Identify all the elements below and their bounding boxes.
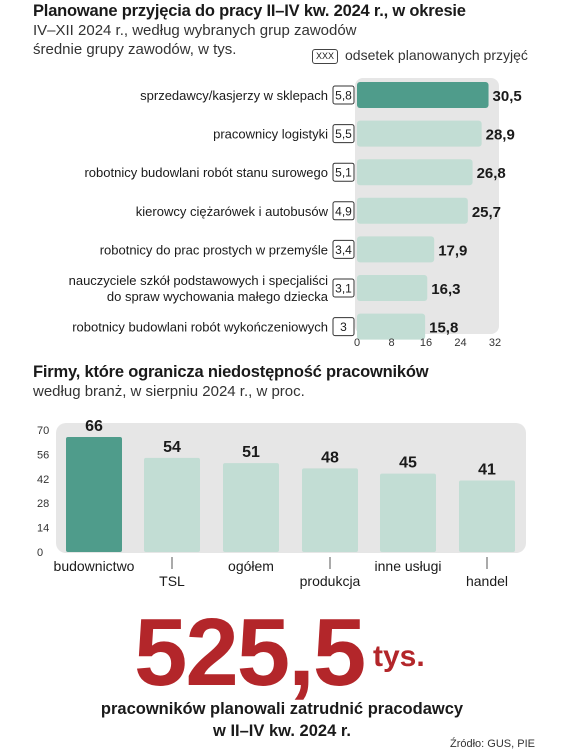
category-label: do spraw wychowania małego dziecka <box>107 289 329 304</box>
bar-value-label: 16,3 <box>431 281 460 298</box>
share-label: 5,5 <box>335 127 352 141</box>
bar-value-label: 15,8 <box>429 320 458 337</box>
bar <box>357 275 428 301</box>
share-box <box>332 124 355 144</box>
bar-value-label: 17,9 <box>438 242 467 259</box>
category-label: ogółem <box>228 558 274 574</box>
share-label: 5,1 <box>335 166 352 180</box>
bar-value-label: 45 <box>399 455 417 472</box>
bar <box>357 313 426 340</box>
bar <box>380 473 436 552</box>
bar-value-label: 66 <box>85 418 103 435</box>
share-box <box>332 317 355 337</box>
bar-value-label: 41 <box>478 462 496 479</box>
share-box <box>332 278 355 298</box>
top-chart-subtitle-1: IV–XII 2024 r., według wybranych grup za… <box>33 22 357 39</box>
category-label: inne usługi <box>375 558 442 574</box>
share-label: 4,9 <box>335 204 352 218</box>
big-number-unit: tys. <box>373 640 425 673</box>
big-number: 525,5 <box>134 599 366 706</box>
y-tick-label: 0 <box>37 547 43 559</box>
bar-value-label: 25,7 <box>472 204 501 221</box>
bar <box>302 468 358 552</box>
bar-value-label: 30,5 <box>493 88 522 105</box>
category-label: budownictwo <box>54 558 135 574</box>
share-label: 3 <box>340 320 347 334</box>
legend-text: odsetek planowanych przyjęć <box>345 47 528 63</box>
y-tick-label: 14 <box>37 523 49 535</box>
top-bar-chart: 30,5 5,8 sprzedawcy/kasjerzy w sklepach 28,… <box>69 78 522 349</box>
share-box <box>332 162 355 182</box>
bottom-chart-title: Firmy, które ogranicza niedostępność pra… <box>33 363 429 381</box>
bar <box>357 236 435 263</box>
share-box <box>332 85 355 105</box>
caption-line-2: w II–IV kw. 2024 r. <box>213 722 351 740</box>
x-tick-label: 24 <box>454 337 466 349</box>
bar-value-label: 48 <box>321 449 339 466</box>
bar <box>357 82 489 108</box>
top-chart-title: Planowane przyjęcia do pracy II–IV kw. 2… <box>33 2 466 20</box>
share-label: 3,4 <box>335 243 352 257</box>
category-label: robotnicy budowlani robót stanu surowego <box>84 165 328 180</box>
legend-box: XXX <box>312 49 339 64</box>
share-box <box>332 201 355 221</box>
category-label: robotnicy do prac prostych w przemyśle <box>100 242 328 257</box>
bottom-chart-subtitle: według branż, w sierpniu 2024 r., w proc… <box>33 383 305 400</box>
x-tick-label: 0 <box>354 337 360 349</box>
bar <box>357 120 482 147</box>
x-tick-label: 32 <box>489 337 501 349</box>
bar <box>223 463 279 552</box>
category-label: TSL <box>159 573 185 589</box>
y-tick-label: 42 <box>37 474 49 486</box>
category-label: robotnicy budowlani robót wykończeniowyc… <box>72 320 328 335</box>
y-tick-label: 70 <box>37 425 49 437</box>
source-note: Źródło: GUS, PIE <box>450 738 535 750</box>
bar-value-label: 28,9 <box>486 127 515 144</box>
bar <box>357 197 468 224</box>
bar <box>66 436 122 552</box>
bar <box>144 457 200 552</box>
x-tick-label: 8 <box>388 337 394 349</box>
bar-value-label: 54 <box>163 439 181 456</box>
share-label: 3,1 <box>335 282 352 296</box>
caption-line-1: pracowników planowali zatrudnić pracodaw… <box>100 700 464 718</box>
bar <box>357 159 473 186</box>
category-label: nauczyciele szkół podstawowych i specjal… <box>69 273 329 288</box>
bar <box>459 480 515 552</box>
share-label: 5,8 <box>335 89 352 103</box>
category-label: kierowcy ciężarówek i autobusów <box>136 204 329 219</box>
category-label: handel <box>466 573 508 589</box>
bottom-bar-chart: 0 14 28 42 56 70 66 budownictwo 54 TSL 51 ogółem 48 p… <box>37 418 526 589</box>
category-label: pracownicy logistyki <box>213 127 328 142</box>
share-box <box>332 239 355 259</box>
x-tick-label: 16 <box>420 337 432 349</box>
category-label: produkcja <box>300 573 361 589</box>
y-tick-label: 28 <box>37 498 49 510</box>
bar-value-label: 26,8 <box>477 165 506 182</box>
category-label: sprzedawcy/kasjerzy w sklepach <box>140 88 328 103</box>
y-tick-label: 56 <box>37 449 49 461</box>
bar-value-label: 51 <box>242 444 260 461</box>
top-chart-subtitle-2: średnie grupy zawodów, w tys. <box>33 41 237 58</box>
bottom-chart-panel <box>56 423 526 553</box>
